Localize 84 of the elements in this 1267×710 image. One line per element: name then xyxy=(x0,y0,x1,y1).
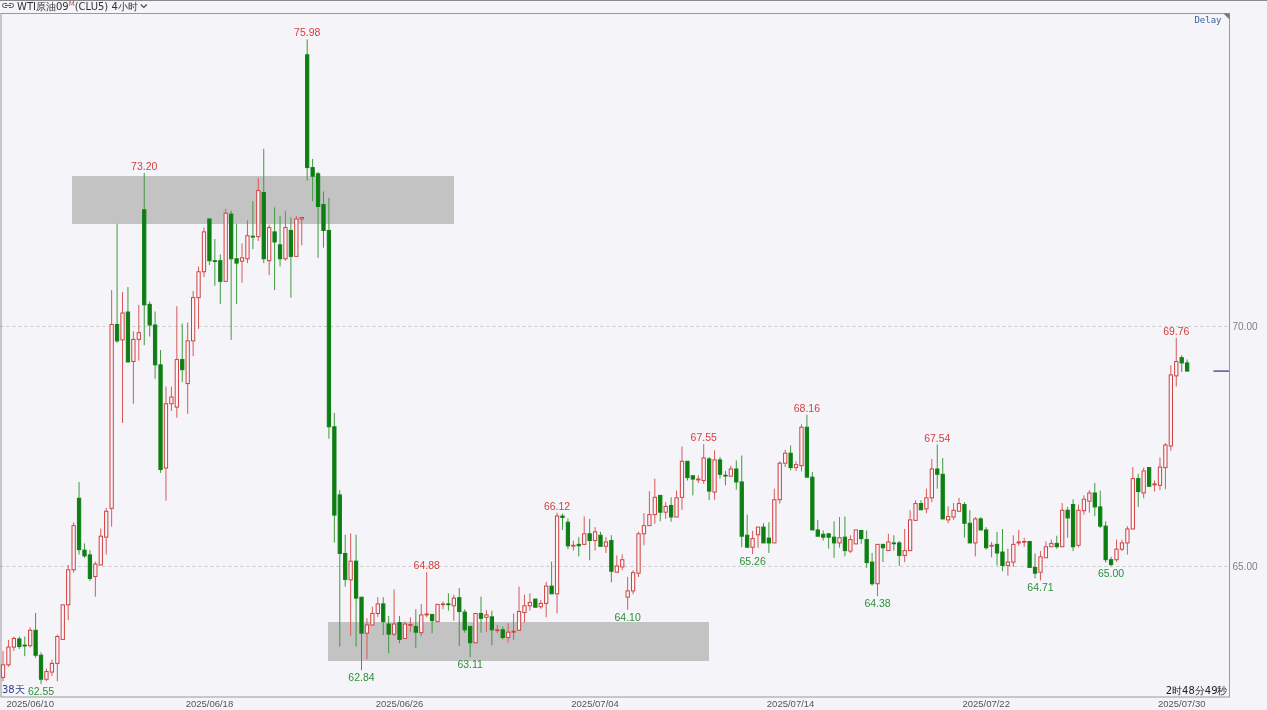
candlestick xyxy=(598,531,603,547)
y-tick-label: 70.00 xyxy=(1232,320,1258,332)
x-tick-label: 2025/07/22 xyxy=(962,698,1010,709)
candlestick xyxy=(576,536,581,557)
candlestick xyxy=(609,534,614,583)
candlestick xyxy=(277,215,283,267)
annotation: 68.16 xyxy=(793,401,821,414)
candlestick xyxy=(386,615,391,654)
candlestick xyxy=(750,530,755,555)
candlestick xyxy=(1054,535,1059,550)
x-tick-label: 2025/07/14 xyxy=(766,698,815,709)
annotation: 75.98 xyxy=(294,26,321,39)
candlestick xyxy=(663,501,668,520)
candlestick xyxy=(484,609,489,633)
candlestick xyxy=(250,200,256,250)
candlestick xyxy=(489,610,494,646)
candlestick xyxy=(125,286,131,363)
candlestick xyxy=(707,456,712,501)
x-tick-label: 2025/06/18 xyxy=(185,698,234,709)
candlestick xyxy=(473,612,478,644)
annotation: 63.11 xyxy=(457,658,484,671)
annotation: 73.20 xyxy=(131,159,158,172)
candlestick xyxy=(348,532,353,637)
candlestick xyxy=(256,177,261,242)
candlestick xyxy=(875,543,880,597)
candlestick xyxy=(283,210,288,262)
candlestick xyxy=(288,216,294,299)
candlestick xyxy=(478,596,484,634)
candlestick xyxy=(592,526,598,552)
candlestick xyxy=(582,516,587,545)
candlestick xyxy=(28,626,33,649)
candlestick xyxy=(413,608,418,649)
annotation: 64.88 xyxy=(413,559,440,572)
candlestick xyxy=(391,588,397,637)
candlestick xyxy=(446,592,451,612)
candlestick xyxy=(603,536,609,554)
candlestick xyxy=(712,449,717,501)
candlestick xyxy=(180,323,185,383)
annotation: 2时48分49秒 xyxy=(1165,685,1228,696)
candlestick xyxy=(1146,467,1152,487)
x-tick-label: 2025/07/04 xyxy=(571,698,619,709)
annotation: 69.76 xyxy=(1163,324,1190,337)
annotation: 62.84 xyxy=(348,671,375,684)
annotation: 65.26 xyxy=(739,554,766,567)
x-tick-label: 2025/06/26 xyxy=(375,698,424,709)
candlestick xyxy=(755,526,761,549)
candlestick xyxy=(788,444,793,471)
candlestick xyxy=(114,223,120,344)
candlestick xyxy=(267,224,272,276)
candlestick xyxy=(565,517,571,550)
chart-title: WTI原油09$^{M}$(CLU5) 4小时 xyxy=(17,0,138,12)
candlestick xyxy=(261,148,266,264)
candlestick xyxy=(223,208,228,282)
candlestick xyxy=(668,496,674,523)
x-tick-label: 2025/07/30 xyxy=(1157,698,1206,709)
candlestick xyxy=(381,596,386,636)
candlestick xyxy=(429,613,435,634)
annotation: 64.38 xyxy=(864,597,891,610)
annotation: 67.55 xyxy=(690,431,717,444)
candlestick xyxy=(837,516,842,549)
candlestick xyxy=(533,598,538,608)
candlestick xyxy=(272,206,277,291)
candlestick xyxy=(1136,473,1141,508)
candlestick xyxy=(859,529,864,545)
candlestick xyxy=(451,594,456,622)
annotation: 64.10 xyxy=(614,610,641,623)
candlestick xyxy=(554,512,560,614)
candlestick xyxy=(587,518,592,561)
x-tick-label: 2025/06/10 xyxy=(6,698,54,709)
candlestick xyxy=(109,289,114,528)
candlestick xyxy=(120,291,125,424)
annotation: 66.12 xyxy=(543,499,571,512)
candlestick xyxy=(918,499,924,511)
candlestick xyxy=(728,465,733,477)
text: Delay xyxy=(1194,15,1223,25)
candlestick xyxy=(549,561,554,595)
candlestick xyxy=(842,516,848,557)
annotation: 38天 xyxy=(2,684,25,695)
candlestick xyxy=(1060,502,1065,548)
candlestick xyxy=(717,456,723,480)
annotation: 65.00 xyxy=(1097,567,1125,580)
annotation: 67.54 xyxy=(924,431,951,444)
annotation: 62.55 xyxy=(27,685,55,698)
annotation: 64.71 xyxy=(1027,581,1054,594)
